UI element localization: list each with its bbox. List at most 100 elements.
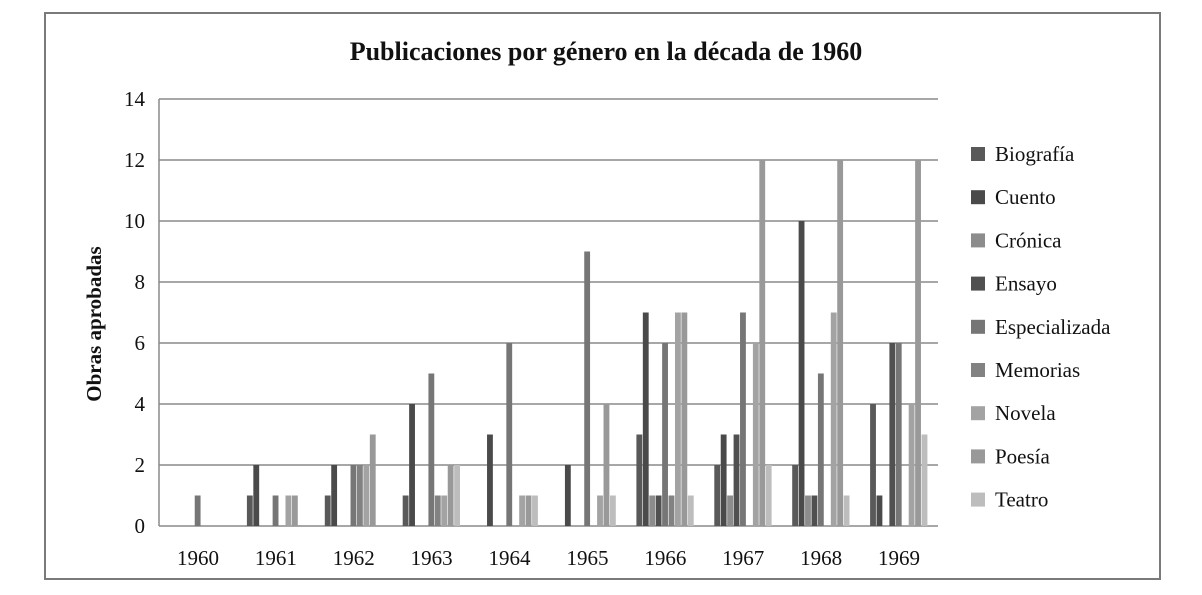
bar-1967-0 (714, 465, 721, 526)
legend-item-label: Especializada (995, 315, 1111, 339)
bar-1962-4 (350, 465, 357, 526)
bar-1963-8 (454, 465, 460, 526)
legend: Biografía Cuento Crónica Ensayo Especializad… (971, 142, 1111, 512)
x-tick-label: 1960 (177, 546, 219, 570)
bar-1966-8 (687, 495, 694, 526)
bar-1964-4 (506, 343, 513, 526)
bar-1963-0 (402, 495, 409, 526)
legend-swatch (971, 449, 985, 464)
bar-1965-8 (609, 495, 616, 526)
x-axis-ticks: 1960 1961 1962 1963 1964 1965 1966 1967 1968 1969 (177, 546, 920, 570)
bar-1967-3 (733, 434, 740, 526)
bar-1969-1 (876, 495, 883, 526)
bar-1965-1 (564, 465, 571, 526)
legend-swatch (971, 492, 985, 507)
bar-1963-5 (434, 495, 441, 526)
bar-1966-0 (636, 434, 643, 526)
bar-1965-7 (603, 404, 610, 526)
bar-1966-6 (675, 312, 681, 526)
y-tick-label: 12 (124, 148, 145, 172)
bar-1961-4 (272, 495, 279, 526)
x-tick-label: 1964 (489, 546, 532, 570)
y-tick-label: 10 (124, 209, 145, 233)
legend-swatch (971, 147, 985, 161)
bar-1968-3 (811, 495, 818, 526)
bar-1962-7 (369, 434, 376, 526)
bar-1966-1 (642, 312, 649, 526)
y-axis-ticks: 0 2 4 6 8 10 12 14 (124, 87, 146, 538)
bar-1969-7 (915, 160, 921, 526)
legend-swatch (971, 319, 985, 334)
y-tick-label: 6 (135, 331, 146, 355)
y-tick-label: 2 (135, 453, 146, 477)
x-tick-label: 1961 (255, 546, 297, 570)
bar-1967-4 (740, 312, 746, 526)
y-tick-label: 0 (135, 514, 146, 538)
legend-swatch (971, 233, 985, 248)
bar-1967-7 (759, 160, 766, 526)
bar-1961-6 (285, 495, 292, 526)
chart-frame: Publicaciones por género en la década de… (44, 12, 1161, 580)
x-tick-label: 1966 (644, 546, 686, 570)
bar-1964-6 (519, 495, 526, 526)
bar-1968-7 (837, 160, 844, 526)
bar-1964-8 (532, 495, 538, 526)
gridlines (158, 98, 938, 527)
bar-1962-5 (356, 465, 363, 526)
bar-1968-0 (792, 465, 799, 526)
bar-1968-4 (817, 373, 824, 526)
bar-1969-4 (895, 343, 902, 526)
bar-1967-2 (727, 495, 733, 526)
y-tick-label: 4 (135, 392, 146, 416)
bar-1963-1 (409, 404, 415, 526)
legend-swatch (971, 276, 985, 291)
legend-item-label: Ensayo (995, 272, 1057, 296)
legend-item-label: Biografía (995, 142, 1075, 166)
bar-1966-2 (649, 495, 656, 526)
x-tick-label: 1967 (722, 546, 764, 570)
bar-1964-1 (487, 434, 493, 526)
bar-1963-4 (428, 373, 435, 526)
bar-1969-3 (889, 343, 896, 526)
bar-1961-0 (246, 495, 253, 526)
bar-1961-1 (253, 465, 260, 526)
bar-1962-1 (331, 465, 338, 526)
bar-1968-8 (843, 495, 850, 526)
legend-swatch (971, 190, 985, 205)
bar-1965-4 (584, 251, 591, 526)
bar-1967-1 (720, 434, 727, 526)
bar-1968-6 (830, 312, 837, 526)
y-tick-label: 14 (124, 87, 146, 111)
bar-1966-4 (662, 343, 668, 526)
bar-1960-4 (194, 495, 201, 526)
y-axis-label: Obras aprobadas (82, 246, 106, 401)
legend-item-label: Novela (995, 401, 1056, 425)
bar-1969-0 (870, 404, 876, 526)
legend-item-label: Cuento (995, 185, 1056, 209)
legend-item-label: Crónica (995, 228, 1062, 252)
bar-1962-6 (363, 465, 370, 526)
bar-1962-0 (324, 495, 331, 526)
legend-swatch (971, 363, 985, 377)
bar-1963-6 (441, 495, 448, 526)
legend-item-label: Memorias (995, 358, 1080, 382)
chart: Publicaciones por género en la década de… (82, 37, 1111, 570)
y-tick-label: 8 (135, 270, 146, 294)
x-tick-label: 1965 (566, 546, 608, 570)
bar-1969-6 (908, 404, 915, 526)
bar-1966-7 (681, 312, 688, 526)
legend-swatch (971, 406, 985, 421)
bar-1966-5 (668, 495, 675, 526)
bar-1964-7 (525, 495, 532, 526)
bar-1965-6 (597, 495, 603, 526)
bar-1967-6 (752, 343, 759, 526)
x-tick-label: 1962 (333, 546, 375, 570)
chart-title: Publicaciones por género en la década de… (350, 37, 863, 66)
legend-item-label: Teatro (995, 488, 1048, 512)
bar-1969-8 (921, 434, 928, 526)
x-tick-label: 1969 (878, 546, 920, 570)
bar-1961-7 (291, 495, 298, 526)
bar-1963-7 (447, 465, 454, 526)
bars (194, 160, 928, 526)
bar-1968-2 (805, 495, 811, 526)
